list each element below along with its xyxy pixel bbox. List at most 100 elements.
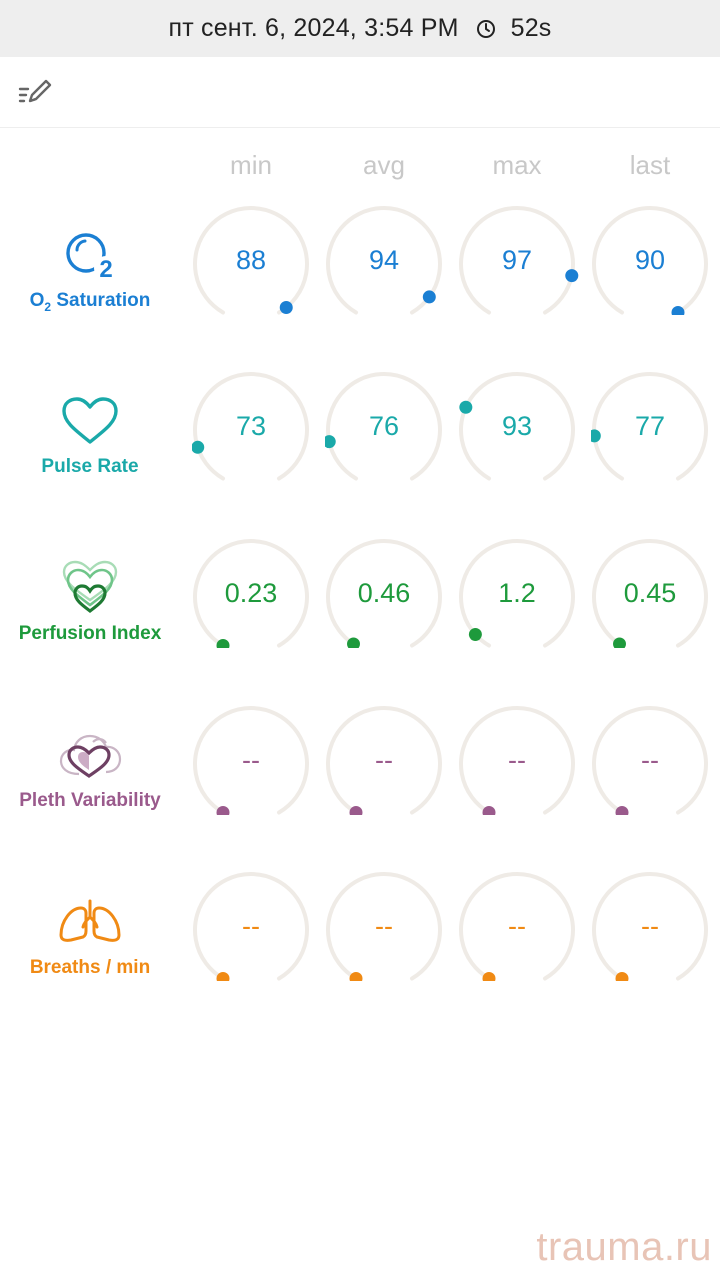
gauge-arc bbox=[326, 872, 442, 981]
gauge-0-min[interactable]: 88 bbox=[192, 205, 316, 315]
column-header-max: max bbox=[492, 150, 542, 180]
gauge-2-min[interactable]: 0.23 bbox=[192, 538, 316, 648]
gauge-indicator-dot bbox=[459, 400, 473, 414]
gauge-track bbox=[193, 706, 309, 815]
gauge-0-avg[interactable]: 94 bbox=[325, 205, 449, 315]
gauge-1-max[interactable]: 93 bbox=[458, 371, 582, 481]
gauge-track bbox=[326, 206, 442, 315]
gauge-4-min[interactable]: -- bbox=[192, 871, 316, 981]
gauge-3-max[interactable]: -- bbox=[458, 705, 582, 815]
gauge-indicator-dot bbox=[671, 306, 685, 315]
gauge-4-avg[interactable]: -- bbox=[325, 871, 449, 981]
gauge-1-avg[interactable]: 76 bbox=[325, 371, 449, 481]
lungs-icon bbox=[59, 899, 121, 942]
gauge-track bbox=[592, 872, 708, 981]
gauge-2-max[interactable]: 1.2 bbox=[458, 538, 582, 648]
pleth-variability-icon bbox=[59, 734, 122, 778]
gauge-value: -- bbox=[508, 745, 526, 775]
gauge-value: -- bbox=[242, 911, 260, 941]
gauge-arc bbox=[326, 539, 442, 648]
gauge-arc bbox=[459, 539, 575, 648]
gauge-indicator-dot bbox=[216, 806, 230, 815]
gauge-arc bbox=[592, 706, 708, 815]
gauge-value: 76 bbox=[368, 411, 400, 441]
gauge-2-avg[interactable]: 0.46 bbox=[325, 538, 449, 648]
svg-text:2: 2 bbox=[99, 256, 112, 283]
gauge-value: 77 bbox=[634, 411, 666, 441]
gauge-2-last[interactable]: 0.45 bbox=[591, 538, 715, 648]
perfusion-hearts-icon bbox=[62, 560, 118, 613]
gauge-arc bbox=[326, 206, 442, 315]
gauge-value: -- bbox=[375, 911, 393, 941]
column-header-last: last bbox=[629, 150, 671, 180]
gauge-track bbox=[592, 539, 708, 648]
metric-label-breaths-per-min: Breaths / min bbox=[29, 957, 151, 978]
gauge-4-last[interactable]: -- bbox=[591, 871, 715, 981]
gauge-indicator-dot bbox=[192, 440, 205, 454]
metric-label-pulse-rate: Pulse Rate bbox=[41, 456, 139, 477]
gauge-indicator-dot bbox=[468, 627, 482, 641]
gauge-arc bbox=[592, 539, 708, 648]
gauge-value: 97 bbox=[501, 245, 533, 275]
gauge-arc bbox=[459, 206, 579, 315]
gauge-arc bbox=[591, 372, 708, 481]
gauge-indicator-dot bbox=[216, 972, 230, 981]
gauge-indicator-dot bbox=[347, 637, 360, 648]
gauge-indicator-dot bbox=[482, 972, 496, 981]
gauge-0-max[interactable]: 97 bbox=[458, 205, 582, 315]
clock-icon bbox=[476, 19, 495, 38]
gauge-arc bbox=[192, 372, 309, 481]
gauge-value: 90 bbox=[634, 245, 666, 275]
gauge-indicator-dot bbox=[565, 269, 579, 283]
gauge-3-avg[interactable]: -- bbox=[325, 705, 449, 815]
gauge-track bbox=[326, 706, 442, 815]
gauge-value: 94 bbox=[368, 245, 400, 275]
gauge-track bbox=[193, 206, 309, 315]
gauge-value: 0.46 bbox=[357, 578, 411, 608]
gauge-arc bbox=[326, 706, 442, 815]
heart-icon bbox=[62, 397, 118, 444]
gauge-arc bbox=[193, 206, 309, 315]
gauge-value: 1.2 bbox=[498, 578, 536, 608]
metric-label-perfusion-index: Perfusion Index bbox=[18, 623, 162, 644]
gauge-3-min[interactable]: -- bbox=[192, 705, 316, 815]
gauge-4-max[interactable]: -- bbox=[458, 871, 582, 981]
metric-label-o2-saturation: O2 Saturation bbox=[29, 290, 151, 314]
gauge-value: 0.23 bbox=[224, 578, 278, 608]
gauge-arc bbox=[592, 872, 708, 981]
gauge-1-last[interactable]: 77 bbox=[591, 371, 715, 481]
gauge-track bbox=[459, 372, 575, 481]
gauge-value: -- bbox=[641, 911, 659, 941]
gauge-track bbox=[592, 206, 708, 315]
gauge-track bbox=[326, 872, 442, 981]
o2-saturation-icon: 2 bbox=[66, 233, 118, 283]
edit-list-icon[interactable] bbox=[16, 77, 56, 109]
gauge-indicator-dot bbox=[482, 806, 496, 815]
gauge-value: -- bbox=[641, 745, 659, 775]
toolbar bbox=[0, 57, 720, 128]
gauge-indicator-dot bbox=[422, 290, 436, 304]
gauge-track bbox=[193, 539, 309, 648]
gauge-track bbox=[592, 706, 708, 815]
gauge-indicator-dot bbox=[325, 435, 336, 449]
gauge-track bbox=[459, 872, 575, 981]
gauge-value: -- bbox=[508, 911, 526, 941]
gauge-arc bbox=[193, 706, 309, 815]
gauge-track bbox=[459, 539, 575, 648]
gauge-indicator-dot bbox=[613, 637, 626, 648]
metric-label-pleth-variability: Pleth Variability bbox=[19, 790, 161, 811]
gauge-1-min[interactable]: 73 bbox=[192, 371, 316, 481]
gauge-track bbox=[592, 372, 708, 481]
gauge-3-last[interactable]: -- bbox=[591, 705, 715, 815]
session-datetime: пт сент. 6, 2024, 3:54 PM bbox=[168, 14, 459, 42]
gauge-value: 88 bbox=[235, 245, 267, 275]
status-header: пт сент. 6, 2024, 3:54 PM 52s bbox=[0, 0, 720, 57]
gauge-arc bbox=[459, 706, 575, 815]
gauge-track bbox=[193, 872, 309, 981]
gauge-indicator-dot bbox=[216, 639, 230, 648]
column-header-min: min bbox=[230, 150, 272, 180]
gauge-value: -- bbox=[242, 745, 260, 775]
gauge-arc bbox=[459, 372, 575, 481]
gauge-value: 0.45 bbox=[623, 578, 677, 608]
gauge-0-last[interactable]: 90 bbox=[591, 205, 715, 315]
